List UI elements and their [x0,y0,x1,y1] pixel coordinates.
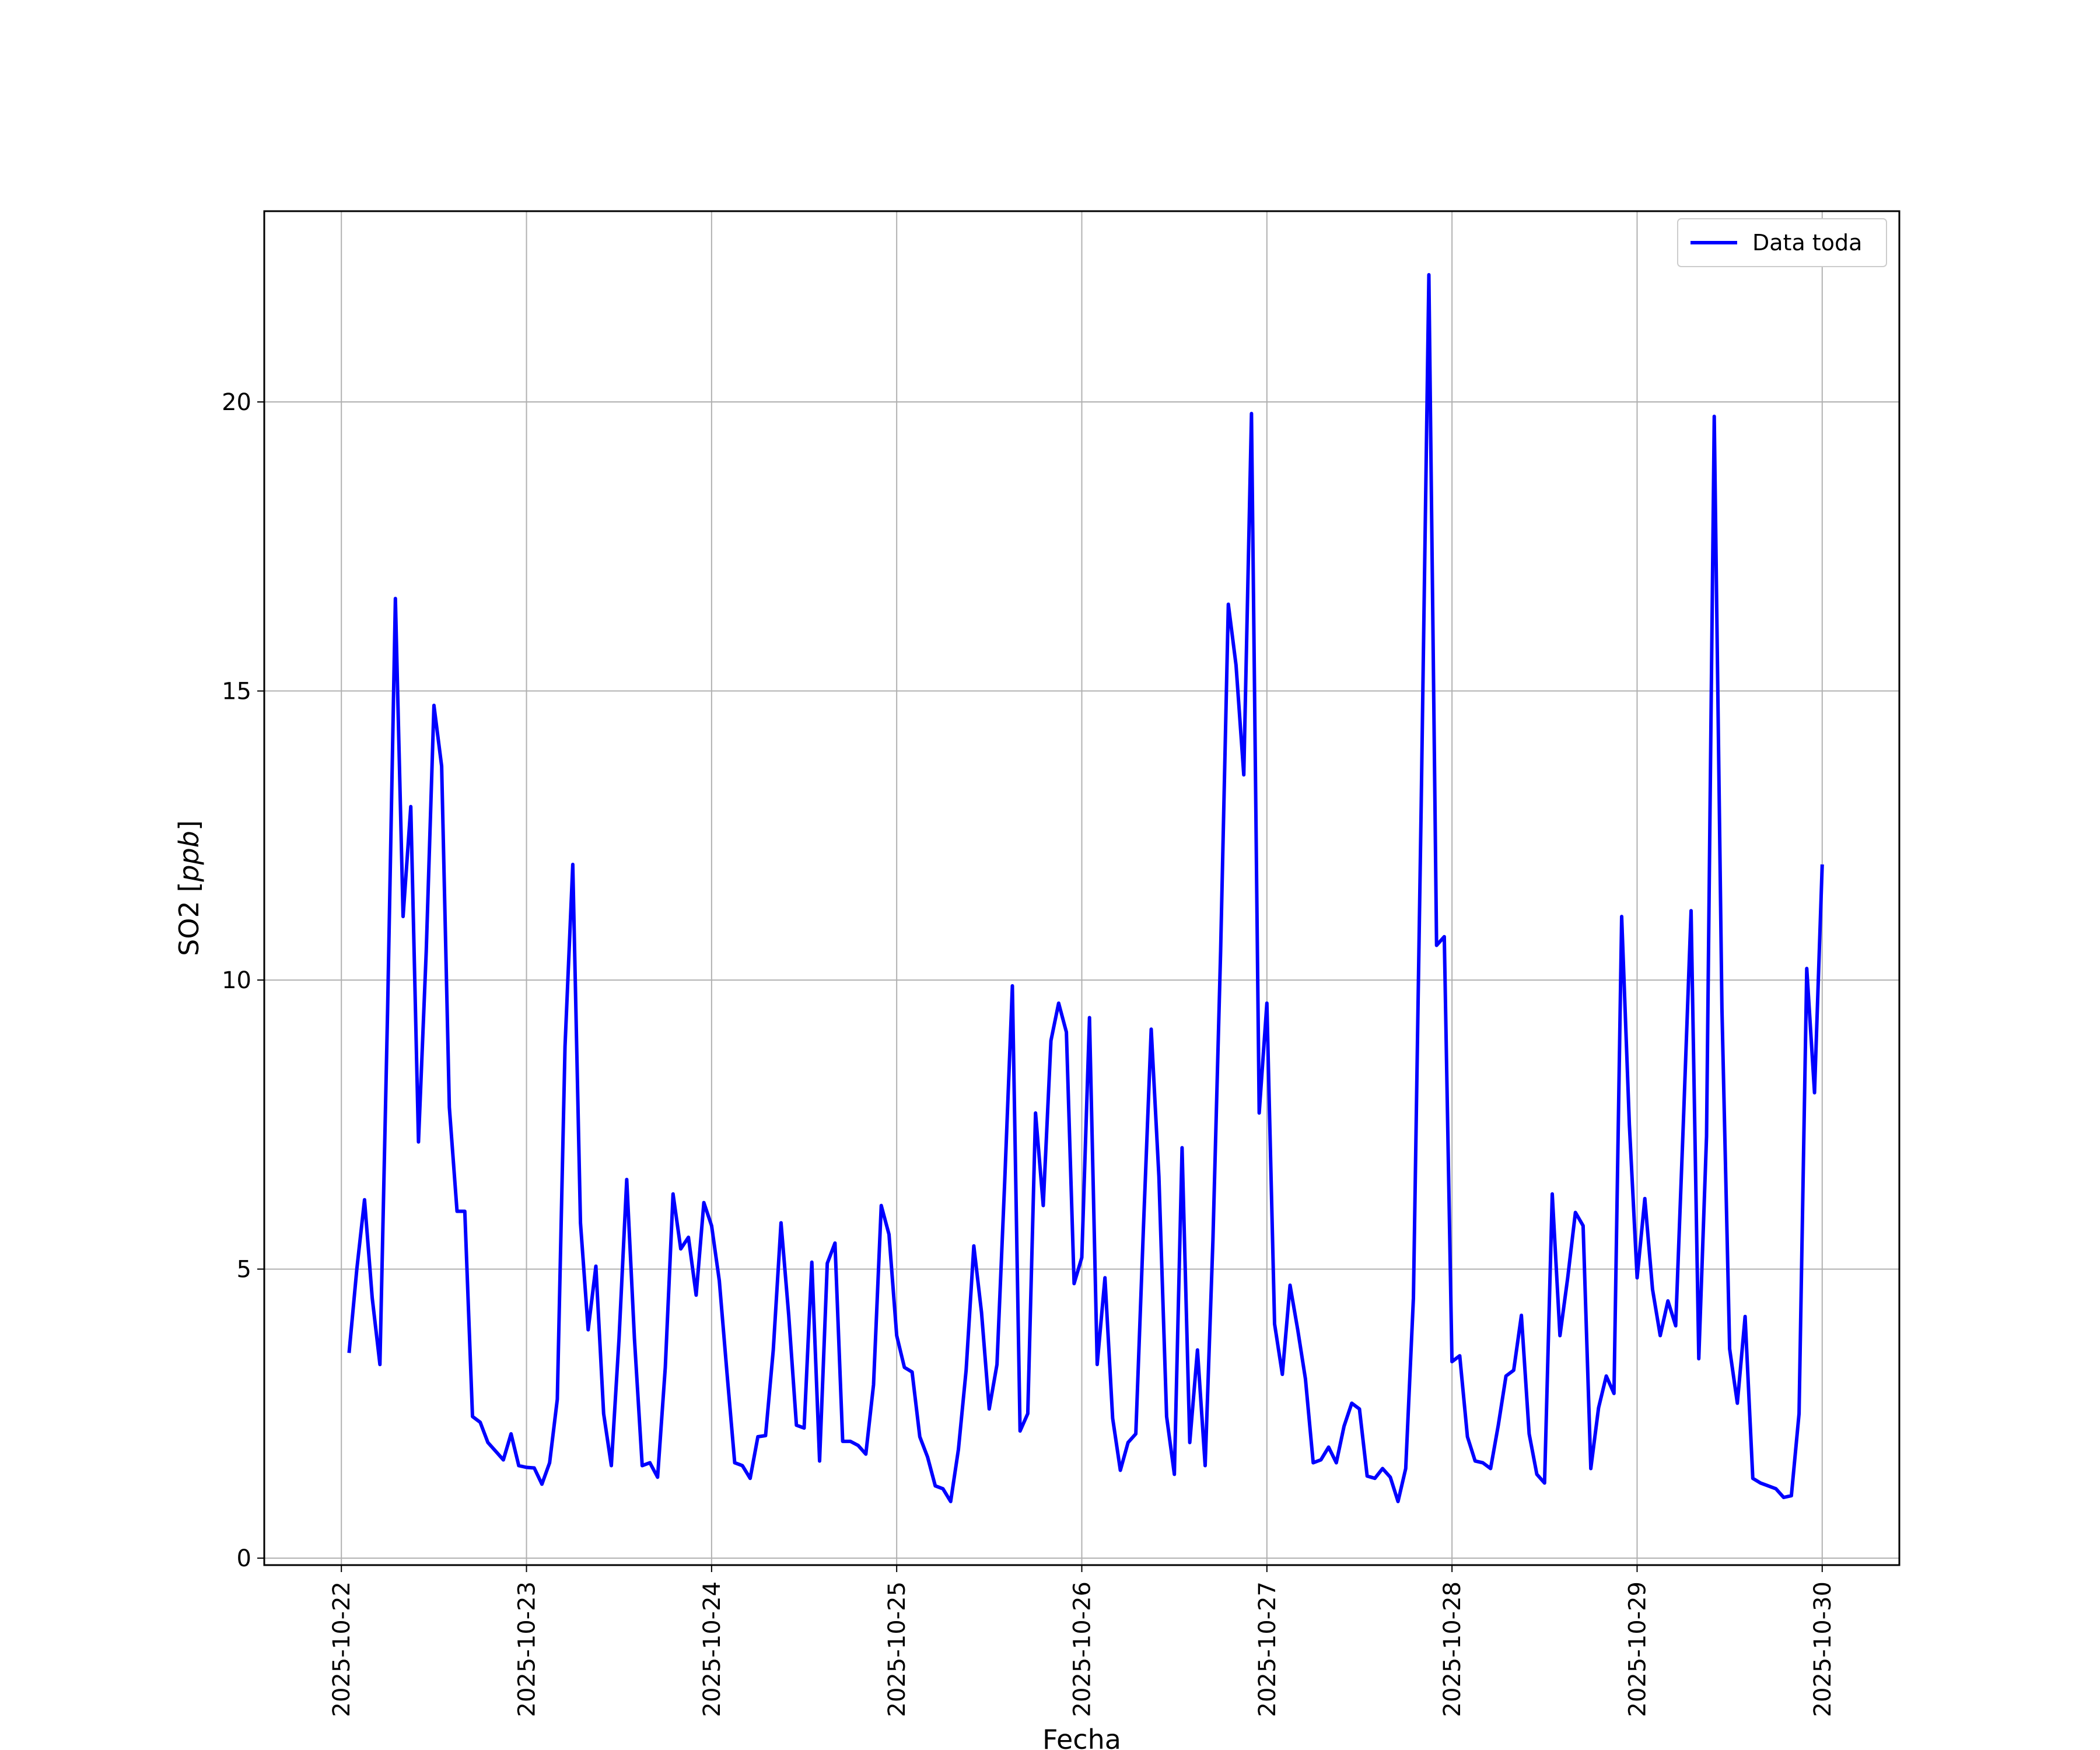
legend-box [1677,218,1887,267]
x-tick-label: 2025-10-25 [884,1581,911,1717]
y-tick-label: 0 [237,1545,251,1572]
y-axis-label-unit: ppb [173,831,205,883]
x-tick-label: 2025-10-30 [1810,1581,1836,1717]
y-axis: 0 5 10 15 20 [222,389,264,1572]
legend-label: Data toda [1752,230,1862,256]
x-tick-label: 2025-10-22 [328,1581,355,1717]
x-tick-label: 2025-10-27 [1254,1581,1281,1717]
x-tick-label: 2025-10-24 [699,1581,726,1717]
x-axis-label: Fecha [1042,1724,1121,1750]
legend: Data toda [1677,218,1887,267]
y-tick-label: 20 [222,389,251,416]
x-tick-label: 2025-10-23 [514,1581,541,1717]
y-axis-label-close: ] [173,820,205,831]
x-tick-label: 2025-10-28 [1439,1581,1466,1717]
y-tick-label: 5 [237,1256,251,1283]
y-tick-label: 15 [222,678,251,705]
x-axis: 2025-10-22 2025-10-23 2025-10-24 2025-10-25… [328,1565,1836,1717]
x-tick-label: 2025-10-29 [1624,1581,1651,1717]
series-line-data-toda [347,273,1824,1503]
series-layer [347,273,1824,1503]
y-tick-label: 10 [222,967,251,994]
y-axis-label: SO2 [ppb] [173,820,205,956]
x-tick-label: 2025-10-26 [1069,1581,1096,1717]
y-axis-label-main: SO2 [ [173,882,205,956]
